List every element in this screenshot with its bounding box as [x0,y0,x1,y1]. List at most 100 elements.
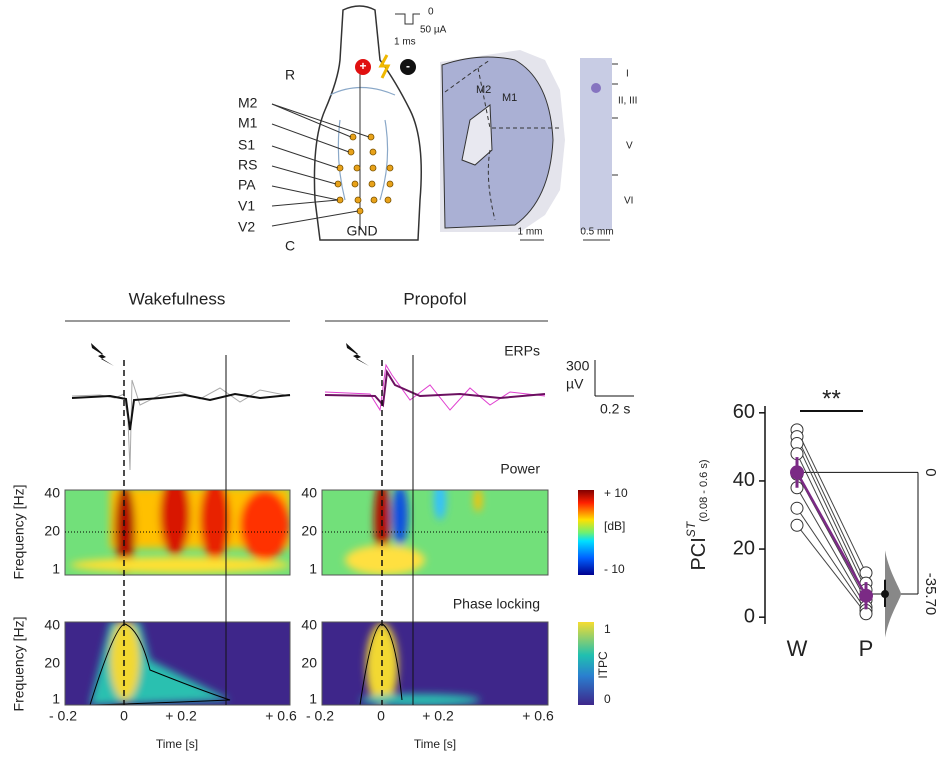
histology: M2 M1 1 mm 0.5 mm I II, III V VI [440,50,637,241]
caudal: C [285,238,295,254]
pair-line [796,487,867,608]
ventricle [461,104,493,166]
pulse-icon [395,13,420,25]
x-axis-label: Time [s] [414,737,456,751]
cathode-sign: - [406,59,410,73]
area-label: V1 [238,198,255,214]
pair-line [796,436,867,584]
y-tick-label: 0 [744,605,755,627]
y-axis-label: Frequency [Hz] [11,617,27,712]
anode-sign: + [359,59,366,73]
x-tick-label: W [787,636,808,661]
erp-scale-unit: µV [566,376,584,392]
colorbar-label: 1 [604,622,611,636]
x-tick-label: + 0.2 [422,708,454,724]
pair-line [796,443,867,591]
y-tick-label: 1 [309,691,317,707]
stim-amplitude: 50 µA [420,25,447,36]
subject-point [790,518,804,532]
label-leaders [271,103,370,227]
rostral: R [285,67,295,83]
area-label: M2 [238,95,258,111]
x-axis-label: Time [s] [156,737,198,751]
pair-line [796,524,867,615]
area-label: S1 [238,137,255,153]
pci-chart: PCIST(0.08 - 0.6 s) 0 20 40 60 W P 0 -35.70 ** [684,385,936,660]
y-axis-label-main: PCI [688,537,710,570]
itpc-heatmap [322,622,548,705]
y-tick-label: 20 [44,655,60,671]
anode [355,59,371,75]
y-axis-label: PCIST(0.08 - 0.6 s) [684,459,710,570]
itpc-heatmap [65,622,290,705]
y-tick-label: 20 [733,537,755,559]
layer-label: V [626,141,633,152]
colorbar-label: [dB] [604,519,625,533]
layer-label: I [626,69,629,80]
condition-title: Wakefulness [129,289,226,308]
x-tick-label: P [859,636,874,661]
colorbar-label: - 10 [604,562,625,576]
layer-ticks [612,63,618,176]
area-label: M1 [238,115,258,131]
area-borders [444,59,560,221]
layer-label: II, III [618,96,637,107]
colorbar-label: ITPC [596,651,610,679]
area-label: RS [238,157,257,173]
pair-line [796,507,867,611]
layer-label: VI [624,196,633,207]
y2-tick-label: -35.70 [922,573,936,616]
bolt-icon [346,343,369,366]
y-tick-label: 20 [44,523,60,539]
bolt-icon [91,343,114,366]
x-tick-label: - 0.2 [49,708,77,724]
y-tick-label: 40 [44,485,60,501]
y-axis-label-sup: ST [684,520,698,537]
erp-label: ERPs [504,343,540,359]
mean-point [790,465,804,480]
erp-mean-trace [71,392,291,431]
effect-distribution [885,550,901,638]
y-tick-label: 1 [309,561,317,577]
x-tick-label: + 0.6 [265,708,297,724]
y-axis-label: Frequency [Hz] [11,485,27,580]
mean-point [859,588,873,603]
rat-diagram: + - 0 50 µA 1 ms R C M2 M1 S1 RS PA V1 V… [238,5,447,254]
x-tick-label: - 0.2 [306,708,334,724]
coronal-section [441,56,554,229]
pair-line [796,429,867,574]
x-tick-label: 0 [120,708,128,724]
bolt-icon [378,54,391,79]
subject-point [790,501,804,515]
y-tick-label: 20 [301,655,317,671]
y-tick-label: 40 [301,485,317,501]
spectral-panels: Wakefulness Propofol ERPs 300 µV 0.2 s P… [11,289,634,751]
stimulation-site [591,83,601,93]
x-tick-label: + 0.2 [165,708,197,724]
area-label: PA [238,177,256,193]
condition-title: Propofol [403,289,466,308]
y-tick-label: 40 [733,469,755,491]
y-tick-label: 40 [301,617,317,633]
power-colorbar [578,490,594,575]
x-tick-label: + 0.6 [522,708,554,724]
cathode [400,59,416,75]
power-heatmap [65,490,290,575]
area-label: V2 [238,219,255,235]
erp-trial-trace [324,363,546,412]
y-tick-label: 1 [52,561,60,577]
x-tick-label: 0 [377,708,385,724]
stim-zero: 0 [428,7,434,18]
scale-label: 1 mm [518,227,543,238]
y-axis-label-sub: (0.08 - 0.6 s) [698,459,710,521]
section-label: M2 [476,84,491,96]
y-tick-label: 1 [52,691,60,707]
itpc-colorbar [578,622,594,705]
effect-point [881,590,889,599]
erp-mean-trace [324,369,546,408]
power-heatmap [322,490,548,575]
scale-label: 0.5 mm [580,227,613,238]
y-tick-label: 40 [44,617,60,633]
y-tick-label: 20 [301,523,317,539]
